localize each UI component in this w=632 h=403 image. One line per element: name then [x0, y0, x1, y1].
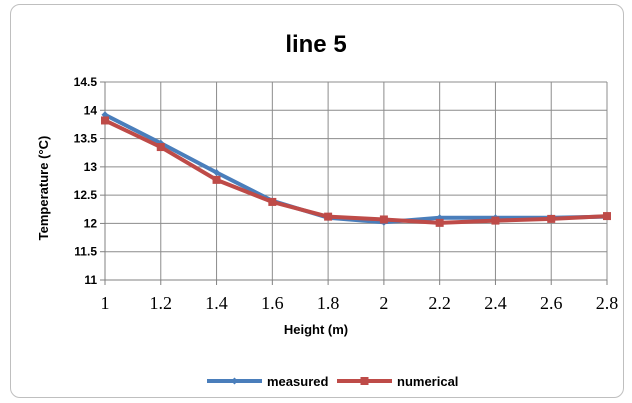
- x-axis-label: Height (m): [284, 322, 348, 337]
- grid: [104, 81, 608, 281]
- series-line-numerical: [104, 118, 608, 225]
- series-measured: [101, 111, 611, 226]
- y-tick-label: 12: [84, 216, 98, 230]
- data-point-numerical: [156, 143, 165, 152]
- x-tick-label: 2.4: [484, 293, 507, 313]
- y-tick-label: 14.5: [74, 75, 98, 89]
- data-point-numerical: [324, 212, 333, 221]
- tick-labels: 11 11.5 12 12.5 13 13.5 14 14.5 1 1.2 1.4 1.6 1.8 2 2.…: [74, 75, 619, 313]
- data-point-numerical: [212, 175, 221, 184]
- y-tick-label: 11: [84, 273, 97, 287]
- x-tick-label: 2: [379, 293, 388, 313]
- series-line-measured: [104, 113, 608, 225]
- x-tick-label: 1.6: [261, 293, 284, 313]
- y-tick-label: 11.5: [74, 245, 97, 259]
- series-numerical: [101, 116, 611, 227]
- axes: [100, 81, 608, 285]
- y-tick-label: 12.5: [74, 188, 98, 202]
- legend-marker: [231, 377, 238, 385]
- data-point-numerical: [603, 212, 611, 221]
- legend-label: measured: [267, 374, 328, 389]
- data-point-numerical: [491, 216, 500, 225]
- legend-entry-measured: measured: [207, 374, 328, 389]
- legend-entry-numerical: numerical: [337, 374, 458, 389]
- data-point-measured: [213, 169, 221, 177]
- x-tick-label: 1: [101, 293, 110, 313]
- data-point-numerical: [379, 215, 388, 224]
- y-tick-label: 13.5: [74, 132, 98, 146]
- data-point-numerical: [268, 197, 277, 206]
- x-tick-label: 2.2: [428, 293, 451, 313]
- chart-title: line 5: [285, 31, 346, 58]
- chart-frame: [10, 4, 624, 398]
- data-point-numerical: [101, 116, 109, 125]
- x-tick-label: 1.2: [150, 293, 173, 313]
- y-tick-label: 14: [84, 103, 98, 117]
- legend: measured numerical: [207, 374, 458, 389]
- series: [101, 111, 611, 227]
- data-point-numerical: [435, 218, 444, 227]
- legend-label: numerical: [397, 374, 458, 389]
- x-tick-label: 1.8: [317, 293, 340, 313]
- data-point-numerical: [547, 214, 556, 223]
- x-tick-label: 1.4: [205, 293, 228, 313]
- legend-marker: [360, 377, 369, 385]
- y-tick-label: 13: [84, 160, 98, 174]
- x-tick-label: 2.8: [596, 293, 619, 313]
- y-axis-label: Temperature (°C): [36, 136, 51, 241]
- x-tick-label: 2.6: [540, 293, 563, 313]
